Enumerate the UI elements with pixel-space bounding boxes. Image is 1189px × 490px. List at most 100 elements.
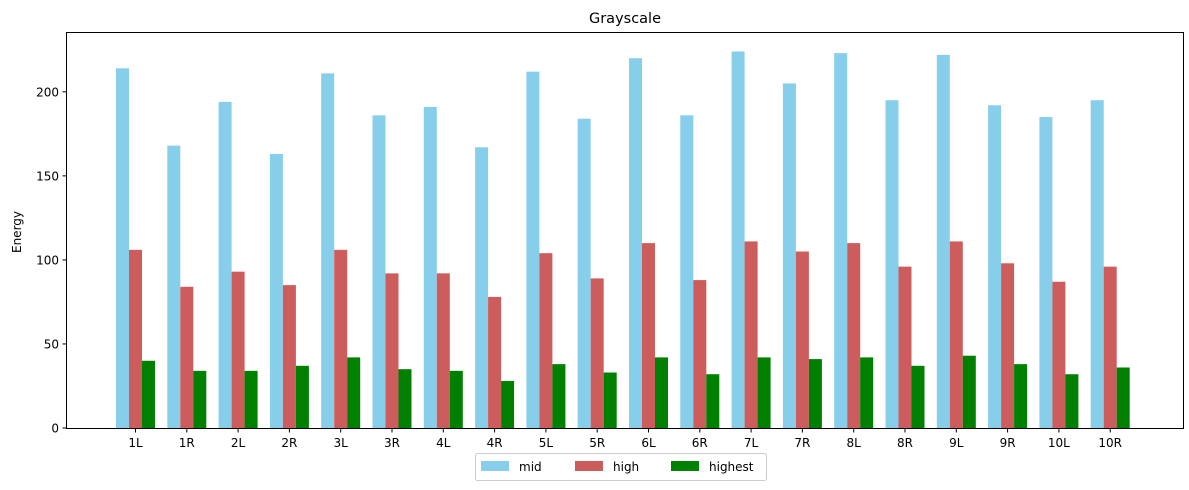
x-tick-label: 8L [847, 436, 862, 450]
bar-highest-8R [911, 365, 925, 428]
bar-highest-10L [1065, 374, 1079, 428]
bar-high-5R [590, 278, 604, 428]
bar-highest-1L [142, 360, 155, 428]
bar-mid-4L [423, 106, 437, 429]
bar-mid-6L [629, 58, 642, 429]
bar-high-3L [334, 249, 348, 428]
bar-mid-4R [475, 147, 489, 429]
bar-high-8R [898, 266, 912, 428]
x-tick-label: 9L [949, 436, 964, 450]
x-tick-label: 5L [539, 436, 554, 450]
y-tick-label: 150 [36, 169, 59, 183]
bar-mid-6R [680, 115, 694, 429]
bar-mid-9L [936, 54, 950, 428]
bar-mid-3L [321, 73, 335, 428]
bar-mid-2R [269, 154, 283, 428]
legend-label-high: high [613, 460, 639, 474]
legend-label-mid: mid [519, 460, 542, 474]
legend-label-highest: highest [709, 460, 754, 474]
legend-swatch-mid [481, 461, 509, 471]
bar-highest-1R [193, 370, 207, 428]
x-tick-label: 6R [692, 436, 708, 450]
bar-highest-4L [449, 370, 463, 428]
bar-highest-2L [244, 370, 258, 428]
y-axis: 0 50 100 150 200 [36, 85, 67, 436]
bar-highest-5L [552, 364, 566, 428]
bar-mid-2L [218, 101, 232, 428]
bar-highest-6L [655, 357, 668, 428]
legend-box [475, 453, 767, 481]
bar-highest-9R [1014, 364, 1028, 428]
legend-swatch-high [575, 461, 603, 471]
bar-mid-5L [526, 71, 540, 428]
bar-high-3R [385, 273, 399, 428]
bar-mid-7R [782, 83, 796, 429]
bar-highest-4R [501, 380, 515, 428]
bar-mid-1L [116, 68, 129, 429]
x-tick-label: 9R [1000, 436, 1016, 450]
bar-highest-3R [398, 369, 412, 428]
x-axis: 1L 1R 2L 2R 3L 3R 4L 4R 5L 5R 6L 6R 7L 7R 8L 8R 9L 9R 10L 1… [128, 428, 1122, 450]
y-tick-label: 0 [51, 422, 59, 436]
bar-mid-10R [1090, 100, 1104, 428]
x-tick-label: 4R [487, 436, 503, 450]
bar-highest-2R [295, 365, 309, 428]
bar-high-6R [693, 280, 707, 428]
bar-high-7R [795, 251, 809, 428]
x-tick-label: 5R [589, 436, 605, 450]
bar-mid-3R [372, 115, 386, 429]
bar-high-9R [1001, 263, 1015, 428]
y-tick-label: 100 [36, 253, 59, 267]
bar-high-5L [539, 253, 553, 428]
bar-high-10R [1103, 266, 1117, 428]
bar-high-9L [949, 241, 963, 428]
legend: mid high highest [475, 453, 767, 481]
y-axis-label: Energy [10, 211, 24, 253]
bar-high-4L [436, 273, 450, 428]
bar-mid-5R [577, 118, 591, 428]
bar-highest-9L [962, 355, 976, 428]
x-tick-label: 10L [1048, 436, 1070, 450]
bar-mid-9R [988, 105, 1002, 428]
bars-group [116, 51, 1130, 429]
legend-swatch-highest [671, 461, 699, 471]
chart-title: Grayscale [589, 11, 661, 27]
bar-high-10L [1052, 281, 1066, 428]
bar-highest-6R [706, 374, 720, 428]
bar-mid-7L [731, 51, 745, 429]
bar-highest-7R [808, 359, 822, 428]
bar-high-1R [180, 286, 194, 428]
bar-mid-8L [834, 53, 848, 429]
plot-frame [66, 32, 1184, 429]
x-tick-label: 6L [641, 436, 656, 450]
x-tick-label: 1L [128, 436, 143, 450]
y-tick-label: 200 [36, 85, 59, 99]
x-tick-label: 3L [334, 436, 349, 450]
x-tick-label: 3R [384, 436, 400, 450]
x-tick-label: 2R [281, 436, 297, 450]
x-tick-label: 8R [897, 436, 913, 450]
bar-high-6L [642, 243, 655, 428]
bar-high-2R [282, 285, 296, 428]
y-tick-label: 50 [44, 337, 59, 351]
bar-mid-10L [1039, 117, 1053, 428]
bar-highest-10R [1116, 367, 1130, 428]
bar-mid-8R [885, 100, 899, 428]
x-tick-label: 10R [1098, 436, 1122, 450]
bar-high-8L [847, 243, 861, 428]
x-tick-label: 4L [436, 436, 451, 450]
bar-high-1L [129, 249, 142, 428]
x-tick-label: 2L [231, 436, 246, 450]
x-tick-label: 7L [744, 436, 759, 450]
bar-highest-7L [757, 357, 771, 428]
x-tick-label: 1R [179, 436, 195, 450]
bar-high-2L [231, 271, 245, 428]
bar-highest-5R [603, 372, 617, 428]
bar-high-4R [488, 296, 502, 428]
bar-highest-8L [860, 357, 874, 428]
x-tick-label: 7R [794, 436, 810, 450]
bar-mid-1R [167, 145, 181, 428]
bar-highest-3L [347, 357, 361, 428]
bar-high-7L [744, 241, 758, 428]
